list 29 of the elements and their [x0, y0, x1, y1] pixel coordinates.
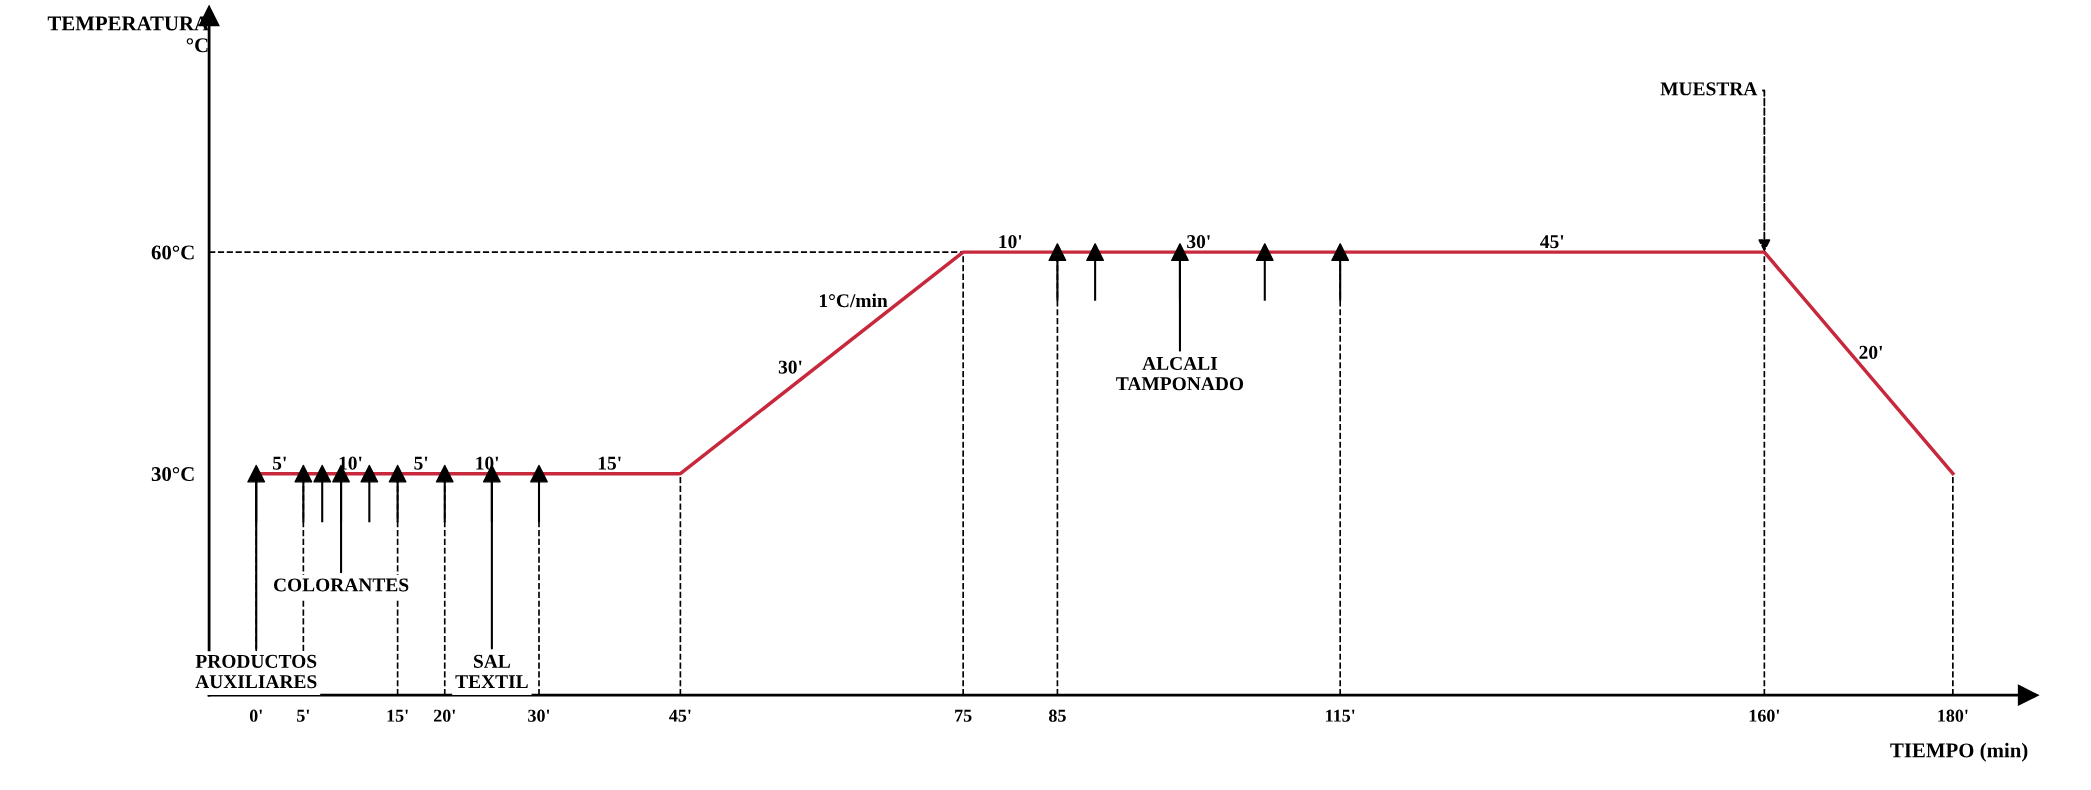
- annotation: ALCALI TAMPONADO: [1116, 356, 1244, 391]
- x-tick-label: 20': [433, 709, 455, 722]
- annotation: 20': [1859, 345, 1882, 359]
- annotation: 10': [999, 235, 1022, 249]
- annotation: 45': [1540, 235, 1564, 249]
- x-tick-label: 160': [1749, 709, 1780, 722]
- annotation: COLORANTES: [273, 578, 409, 592]
- x-tick-label: 5': [297, 709, 310, 722]
- annotation: 30': [1187, 235, 1210, 249]
- x-tick-label: 45': [669, 709, 691, 722]
- x-axis-title: TIEMPO (min): [1890, 742, 2028, 762]
- x-tick-label: 115': [1326, 709, 1355, 722]
- x-tick-label: 75: [955, 709, 972, 722]
- annotation: 5': [273, 456, 286, 470]
- annotation: 30': [778, 360, 802, 374]
- annotation: 10': [339, 456, 362, 470]
- x-tick-label: 85: [1048, 709, 1066, 722]
- y-tick-label: 60°C: [151, 245, 194, 260]
- x-tick-label: 0': [249, 709, 262, 722]
- y-tick-label: 30°C: [151, 467, 194, 482]
- x-tick-label: 180': [1938, 709, 1968, 722]
- x-tick-label: 15': [387, 709, 408, 722]
- annotation: SAL TEXTIL: [455, 654, 528, 689]
- annotation: 1°C/min: [819, 293, 888, 308]
- annotation: 5': [414, 456, 428, 470]
- annotation: 15': [598, 456, 621, 470]
- x-tick-label: 30': [528, 709, 550, 722]
- annotation: PRODUCTOS AUXILIARES: [195, 654, 317, 689]
- annotation: MUESTRA: [1660, 82, 1758, 96]
